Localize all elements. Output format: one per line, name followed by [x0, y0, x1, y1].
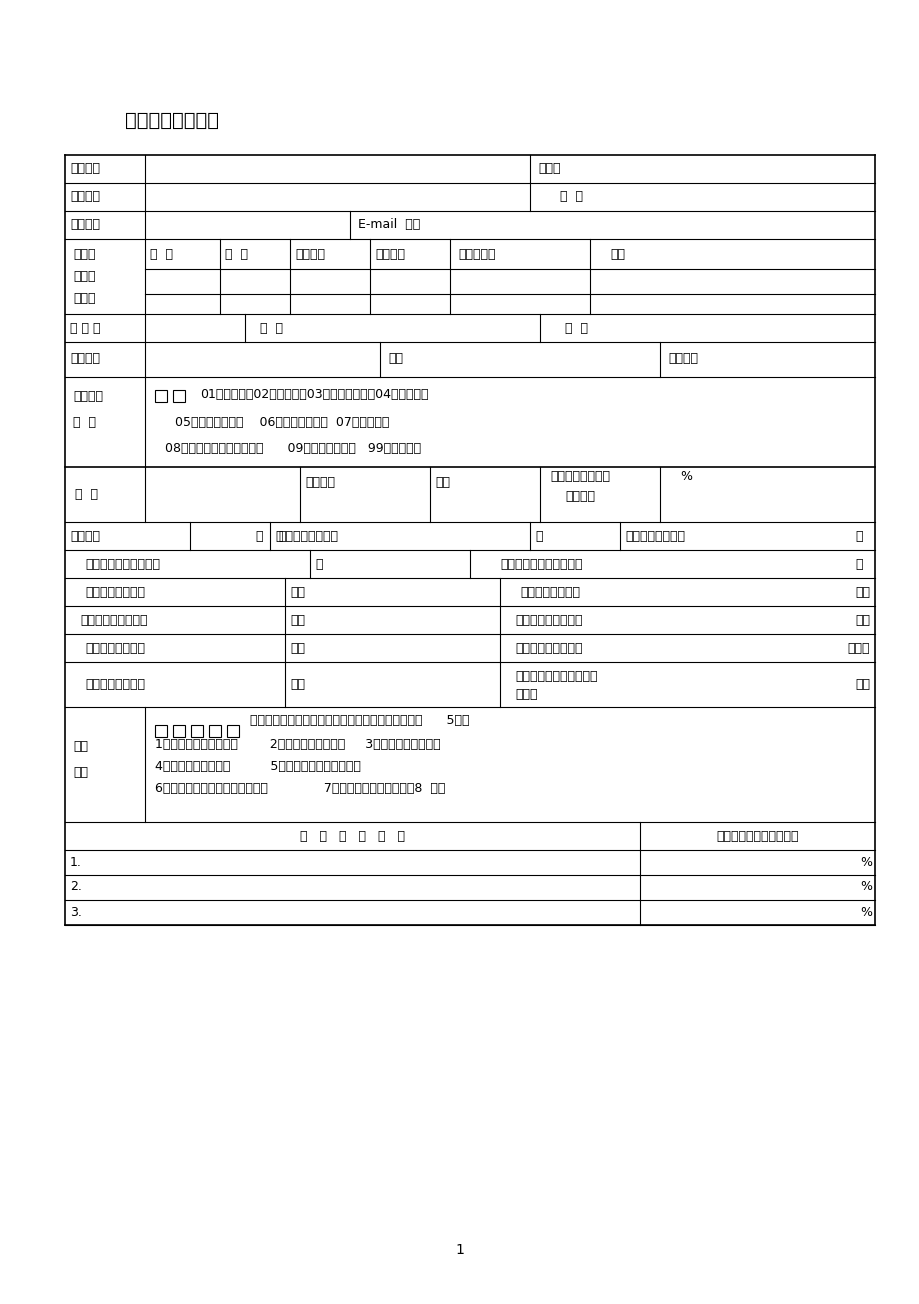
Text: 性  别: 性 别 [225, 248, 248, 261]
Text: 人: 人 [314, 558, 323, 571]
Text: 姓  名: 姓 名 [150, 248, 173, 261]
Text: 人: 人 [255, 529, 262, 542]
Text: 万元: 万元 [289, 642, 305, 655]
Text: 支出额: 支出额 [515, 687, 537, 700]
Text: 其中大专以上人员: 其中大专以上人员 [278, 529, 337, 542]
Text: 上年末企业总资产: 上年末企业总资产 [85, 678, 145, 691]
Text: 特性: 特性 [73, 765, 88, 778]
Bar [173, 390, 185, 402]
Text: 4．留学人员办的企业          5．科研院所整体转制企业: 4．留学人员办的企业 5．科研院所整体转制企业 [154, 760, 360, 773]
Text: 电话: 电话 [609, 248, 624, 261]
Text: 占企业销售收入总额比例: 占企业销售收入总额比例 [716, 829, 798, 842]
Text: 行  业: 行 业 [75, 488, 98, 501]
Text: 01．国有企业02．集体企业03．股份合作企业04．联营企业: 01．国有企业02．集体企业03．股份合作企业04．联营企业 [199, 387, 428, 400]
Text: 上年度企业净利润: 上年度企业净利润 [519, 585, 579, 599]
Text: 主   要   产   品   名   称: 主 要 产 品 名 称 [300, 829, 404, 842]
Text: 传  真: 传 真 [564, 322, 587, 335]
Text: 帐号: 帐号 [388, 352, 403, 365]
Bar [173, 725, 185, 737]
Text: 出生年月: 出生年月 [295, 248, 324, 261]
Text: 注册登记: 注册登记 [73, 390, 103, 403]
Text: %: % [859, 880, 871, 893]
Text: 邮  编: 邮 编 [560, 190, 583, 203]
Text: 人: 人 [854, 558, 862, 571]
Text: 万元: 万元 [289, 678, 305, 691]
Text: 05．有限责任公司    06．股份有限公司  07．私营企业: 05．有限责任公司 06．股份有限公司 07．私营企业 [175, 416, 389, 429]
Text: 类  型: 类 型 [73, 416, 96, 429]
Bar [154, 725, 167, 737]
Text: 其中大学本科以上人员数: 其中大学本科以上人员数 [499, 558, 582, 571]
Text: 联 系 人: 联 系 人 [70, 322, 100, 335]
Text: 上年度企业技术开发经费: 上年度企业技术开发经费 [515, 669, 596, 682]
Text: 上年度企业交税总额: 上年度企业交税总额 [515, 613, 582, 626]
Text: 人: 人 [275, 529, 282, 542]
Text: 上年度企业总收入: 上年度企业总收入 [85, 585, 145, 599]
Text: 注册资金: 注册资金 [305, 476, 335, 489]
Text: %: % [679, 471, 691, 484]
Text: 万元: 万元 [854, 585, 869, 599]
Text: 1: 1 [455, 1243, 464, 1257]
Text: 定代表: 定代表 [73, 270, 96, 283]
Text: 万元: 万元 [854, 678, 869, 691]
Text: 企业法: 企业法 [73, 248, 96, 261]
Text: 身份证号码: 身份证号码 [458, 248, 495, 261]
Text: 法人代码: 法人代码 [70, 163, 100, 176]
Text: 6．高新园区（开发区）内的企业              7．创业服务中心内的企业8  其他: 6．高新园区（开发区）内的企业 7．创业服务中心内的企业8 其他 [154, 782, 445, 795]
Bar [209, 725, 221, 737]
Bar [154, 390, 167, 402]
Text: 一、企业基本情况: 一、企业基本情况 [125, 111, 219, 129]
Text: 万元: 万元 [289, 613, 305, 626]
Text: 上年度工业增加值: 上年度工业增加值 [85, 642, 145, 655]
Text: 企业: 企业 [73, 741, 88, 754]
Text: 中层以上管理人员总数: 中层以上管理人员总数 [85, 558, 160, 571]
Bar [227, 725, 239, 737]
Text: 通讯地址: 通讯地址 [70, 190, 100, 203]
Bar [191, 725, 203, 737]
Text: 万元: 万元 [854, 613, 869, 626]
Text: 最高学历: 最高学历 [375, 248, 404, 261]
Text: 上年度产品销售总额: 上年度产品销售总额 [80, 613, 147, 626]
Text: %: % [859, 855, 871, 868]
Text: 人: 人 [535, 529, 542, 542]
Text: 万美元: 万美元 [846, 642, 868, 655]
Text: 上年度企业创汇总额: 上年度企业创汇总额 [515, 642, 582, 655]
Text: 注册时间: 注册时间 [70, 219, 100, 232]
Text: 人: 人 [854, 529, 862, 542]
Text: 2.: 2. [70, 880, 82, 893]
Text: 信用等级: 信用等级 [667, 352, 698, 365]
Text: 人情况: 人情况 [73, 292, 96, 305]
Text: 万元: 万元 [289, 585, 305, 599]
Text: 台）比例: 台）比例 [564, 490, 595, 503]
Text: 08．港、澳、台商投资企业      09．外商投资企业   99．其他企业: 08．港、澳、台商投资企业 09．外商投资企业 99．其他企业 [165, 442, 421, 455]
Text: 所在地: 所在地 [538, 163, 560, 176]
Text: 1.: 1. [70, 855, 82, 868]
Text: %: % [859, 905, 871, 918]
Text: 职工总数: 职工总数 [70, 529, 100, 542]
Text: 万元: 万元 [435, 476, 449, 489]
Text: E-mail  地址: E-mail 地址 [357, 219, 420, 232]
Text: （请将下列符合企业情况的代码填入空格内，最多填      5项）: （请将下列符合企业情况的代码填入空格内，最多填 5项） [250, 715, 469, 728]
Text: 其中外资（含港澳: 其中外资（含港澳 [550, 471, 609, 484]
Text: 3.: 3. [70, 905, 82, 918]
Text: 开户银行: 开户银行 [70, 352, 100, 365]
Text: 电  话: 电 话 [260, 322, 283, 335]
Text: 1．认定的高新技术企业        2．大专院校办的企业     3．科研院所办的企业: 1．认定的高新技术企业 2．大专院校办的企业 3．科研院所办的企业 [154, 738, 440, 751]
Text: 其中研究开发人员: 其中研究开发人员 [624, 529, 685, 542]
